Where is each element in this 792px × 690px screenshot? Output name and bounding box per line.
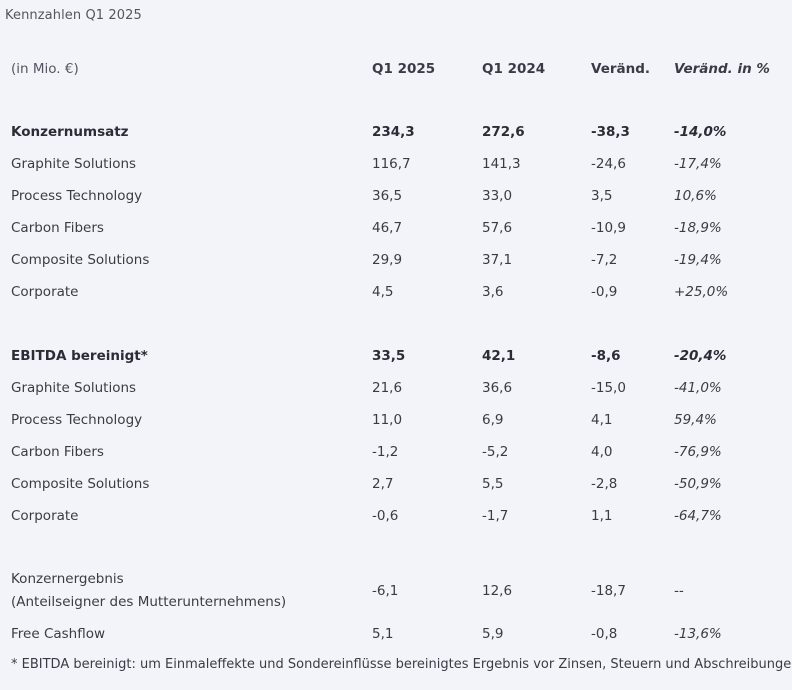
cell-change: -10,9: [591, 220, 626, 236]
cell-change: 4,1: [591, 412, 613, 428]
cell-change-pct: +25,0%: [674, 284, 729, 300]
cell-q1-2025: 21,6: [372, 380, 403, 396]
table-row: Composite Solutions 2,7 5,5 -2,8 -50,9%: [0, 476, 792, 496]
cell-change-pct: -41,0%: [674, 380, 722, 396]
table-row-net-income: Konzernergebnis (Anteilseigner des Mutte…: [0, 571, 792, 615]
cell-q1-2025: 11,0: [372, 412, 403, 428]
cell-q1-2025: -1,2: [372, 444, 399, 460]
table-row: Graphite Solutions 21,6 36,6 -15,0 -41,0…: [0, 380, 792, 400]
cell-change-pct: -14,0%: [674, 124, 727, 140]
row-label: Graphite Solutions: [11, 156, 137, 172]
cell-q1-2025: -0,6: [372, 508, 399, 524]
row-label: EBITDA bereinigt*: [11, 348, 148, 364]
cell-q1-2024: 6,9: [482, 412, 504, 428]
table-row: Graphite Solutions 116,7 141,3 -24,6 -17…: [0, 156, 792, 176]
row-label: Carbon Fibers: [11, 444, 104, 460]
table-caption: Kennzahlen Q1 2025: [5, 8, 142, 23]
cell-change: 1,1: [591, 508, 613, 524]
row-label: Corporate: [11, 508, 79, 524]
cell-change: -24,6: [591, 156, 626, 172]
cell-change: -7,2: [591, 252, 618, 268]
cell-change-pct: -20,4%: [674, 348, 727, 364]
footnote: * EBITDA bereinigt: um Einmaleffekte und…: [11, 657, 792, 672]
cell-change: -2,8: [591, 476, 618, 492]
cell-q1-2024: 57,6: [482, 220, 513, 236]
cell-change-pct: -19,4%: [674, 252, 722, 268]
cell-change: -15,0: [591, 380, 626, 396]
cell-q1-2024: -1,7: [482, 508, 509, 524]
cell-change-pct: -18,9%: [674, 220, 722, 236]
cell-change: -8,6: [591, 348, 621, 364]
table-header-row: (in Mio. €) Q1 2025 Q1 2024 Veränd. Verä…: [0, 61, 792, 81]
unit-label: (in Mio. €): [11, 61, 79, 77]
table-row: Composite Solutions 29,9 37,1 -7,2 -19,4…: [0, 252, 792, 272]
row-label: Free Cashflow: [11, 626, 106, 642]
cell-change: 4,0: [591, 444, 613, 460]
cell-q1-2025: 33,5: [372, 348, 406, 364]
row-label: Corporate: [11, 284, 79, 300]
cell-change-pct: -13,6%: [674, 626, 722, 642]
cell-change: -0,9: [591, 284, 618, 300]
cell-q1-2024: 272,6: [482, 124, 525, 140]
cell-q1-2025: 46,7: [372, 220, 403, 236]
cell-q1-2024: 37,1: [482, 252, 513, 268]
cell-q1-2025: 5,1: [372, 626, 394, 642]
cell-q1-2025: 29,9: [372, 252, 403, 268]
table-row-free-cashflow: Free Cashflow 5,1 5,9 -0,8 -13,6%: [0, 626, 792, 646]
table-row: Carbon Fibers 46,7 57,6 -10,9 -18,9%: [0, 220, 792, 240]
cell-change-pct: -76,9%: [674, 444, 722, 460]
cell-q1-2024: 42,1: [482, 348, 516, 364]
cell-change: 3,5: [591, 188, 613, 204]
cell-change: -0,8: [591, 626, 618, 642]
cell-change-pct: 59,4%: [674, 412, 717, 428]
cell-q1-2024: 141,3: [482, 156, 521, 172]
table-row-revenue-total: Konzernumsatz 234,3 272,6 -38,3 -14,0%: [0, 124, 792, 144]
table-row: Corporate 4,5 3,6 -0,9 +25,0%: [0, 284, 792, 304]
cell-q1-2025: 116,7: [372, 156, 411, 172]
row-label: Graphite Solutions: [11, 380, 137, 396]
cell-q1-2024: -5,2: [482, 444, 509, 460]
header-change-pct: Veränd. in %: [674, 61, 770, 77]
cell-q1-2025: 4,5: [372, 284, 394, 300]
cell-q1-2024: 5,9: [482, 626, 504, 642]
cell-q1-2024: 3,6: [482, 284, 504, 300]
row-label: Konzernergebnis: [11, 571, 124, 587]
row-label: Process Technology: [11, 412, 143, 428]
cell-q1-2025: -6,1: [372, 583, 399, 599]
header-q1-2024: Q1 2024: [482, 61, 546, 77]
table-row: Process Technology 36,5 33,0 3,5 10,6%: [0, 188, 792, 208]
cell-q1-2025: 234,3: [372, 124, 415, 140]
cell-q1-2024: 36,6: [482, 380, 513, 396]
cell-change-pct: -17,4%: [674, 156, 722, 172]
header-change: Veränd.: [591, 61, 651, 77]
row-label: Composite Solutions: [11, 476, 150, 492]
cell-q1-2024: 5,5: [482, 476, 504, 492]
cell-change-pct: -50,9%: [674, 476, 722, 492]
cell-q1-2024: 33,0: [482, 188, 513, 204]
cell-change: -18,7: [591, 583, 626, 599]
cell-change-pct: -64,7%: [674, 508, 722, 524]
table-row-ebitda-total: EBITDA bereinigt* 33,5 42,1 -8,6 -20,4%: [0, 348, 792, 368]
row-label: Konzernumsatz: [11, 124, 129, 140]
cell-q1-2024: 12,6: [482, 583, 513, 599]
cell-change: -38,3: [591, 124, 630, 140]
table-row: Corporate -0,6 -1,7 1,1 -64,7%: [0, 508, 792, 528]
row-label: Process Technology: [11, 188, 143, 204]
cell-change-pct: 10,6%: [674, 188, 717, 204]
cell-q1-2025: 2,7: [372, 476, 394, 492]
cell-q1-2025: 36,5: [372, 188, 403, 204]
header-q1-2025: Q1 2025: [372, 61, 436, 77]
cell-change-pct: --: [674, 583, 684, 599]
table-row: Carbon Fibers -1,2 -5,2 4,0 -76,9%: [0, 444, 792, 464]
table-row: Process Technology 11,0 6,9 4,1 59,4%: [0, 412, 792, 432]
row-label: Composite Solutions: [11, 252, 150, 268]
row-label-sub: (Anteilseigner des Mutterunternehmens): [11, 594, 287, 610]
row-label: Carbon Fibers: [11, 220, 104, 236]
